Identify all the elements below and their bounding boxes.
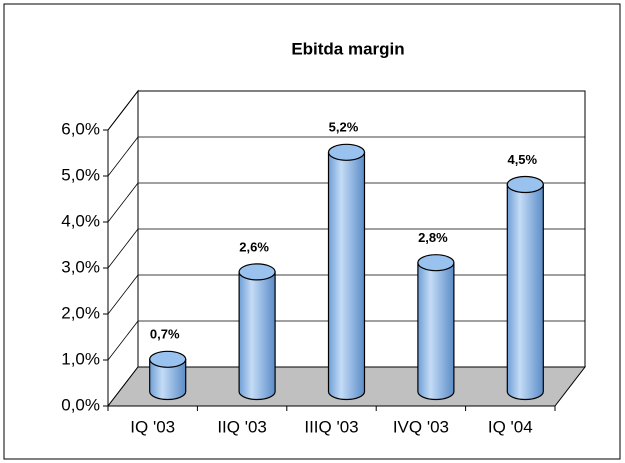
bar-top bbox=[417, 254, 455, 272]
y-tick-label: 3,0% bbox=[61, 257, 100, 276]
bar bbox=[327, 151, 366, 401]
grid-line bbox=[107, 228, 139, 269]
value-label: 4,5% bbox=[507, 152, 537, 167]
grid-line bbox=[107, 136, 139, 177]
grid-line bbox=[107, 274, 139, 315]
x-tick-label: IVQ '03 bbox=[393, 417, 449, 436]
bar-top bbox=[238, 263, 276, 281]
bar bbox=[417, 262, 455, 401]
bar-top bbox=[149, 350, 187, 368]
bar bbox=[149, 358, 187, 401]
bar bbox=[506, 183, 544, 401]
grid-line bbox=[107, 182, 139, 223]
x-tick-label: IQ '03 bbox=[130, 417, 175, 436]
value-label: 2,8% bbox=[418, 230, 448, 245]
bar-top bbox=[327, 143, 366, 161]
bar bbox=[238, 271, 276, 401]
x-tick-label: IIQ '03 bbox=[217, 417, 267, 436]
y-tick-label: 2,0% bbox=[61, 303, 100, 322]
x-tick-label: IQ '04 bbox=[488, 417, 533, 436]
grid-line bbox=[107, 320, 139, 361]
y-tick-label: 4,0% bbox=[61, 211, 100, 230]
y-tick-label: 0,0% bbox=[61, 395, 100, 414]
chart-title: Ebitda margin bbox=[291, 39, 404, 58]
value-label: 2,6% bbox=[239, 239, 269, 254]
value-label: 0,7% bbox=[150, 327, 180, 342]
grid-line bbox=[107, 90, 139, 131]
y-tick-label: 6,0% bbox=[61, 119, 100, 138]
y-tick-label: 5,0% bbox=[61, 165, 100, 184]
x-tick-label: IIIQ '03 bbox=[304, 417, 358, 436]
bar-top bbox=[506, 175, 544, 194]
y-tick-label: 1,0% bbox=[61, 349, 100, 368]
value-label: 5,2% bbox=[329, 120, 359, 135]
